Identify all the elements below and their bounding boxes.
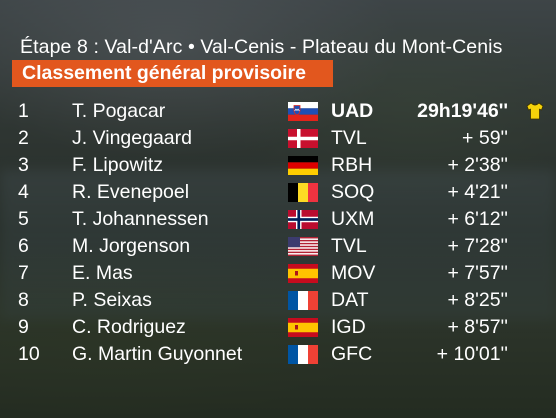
standings-row: 3 F. Lipowitz RBH + 2'38'' [0,151,556,178]
team-code: TVL [331,235,367,257]
rider-name: M. Jorgenson [72,235,191,257]
rider-name: E. Mas [72,262,133,284]
yellow-jersey-icon [525,101,545,121]
team-code: UAD [331,100,374,122]
usa-flag-icon [288,237,318,256]
stage-title: Étape 8 : Val-d'Arc • Val-Cenis - Platea… [20,36,503,58]
rider-name: G. Martin Guyonnet [72,343,243,365]
belgium-flag-icon [288,183,318,202]
rider-time: + 7'57'' [447,262,508,284]
rider-name: R. Evenepoel [72,181,190,203]
rider-name: T. Pogacar [72,100,166,122]
france-flag-icon [288,345,318,364]
team-code: GFC [331,343,373,365]
team-code: DAT [331,289,369,311]
rider-rank: 10 [18,343,40,365]
standings-subtitle: Classement général provisoire [22,62,306,84]
rider-rank: 5 [18,208,29,230]
germany-flag-icon [288,156,318,175]
standings-row: 2 J. Vingegaard TVL + 59'' [0,124,556,151]
rider-name: T. Johannessen [72,208,209,230]
denmark-flag-icon [288,129,318,148]
rider-rank: 9 [18,316,29,338]
standings-row: 7 E. Mas MOV + 7'57'' [0,259,556,286]
standings-row: 9 C. Rodriguez IGD + 8'57'' [0,313,556,340]
rider-time: + 8'57'' [447,316,508,338]
rider-time: + 10'01'' [436,343,508,365]
team-code: UXM [331,208,375,230]
rider-rank: 6 [18,235,29,257]
rider-rank: 8 [18,289,29,311]
standings-list: 1 T. Pogacar UAD 29h19'46'' 2 J. Vingega… [0,97,556,367]
rider-time: + 59'' [462,127,508,149]
team-code: MOV [331,262,376,284]
rider-time: + 4'21'' [447,181,508,203]
rider-name: F. Lipowitz [72,154,164,176]
rider-rank: 4 [18,181,29,203]
team-code: IGD [331,316,366,338]
rider-time: 29h19'46'' [417,100,508,122]
rider-time: + 2'38'' [447,154,508,176]
rider-name: C. Rodriguez [72,316,186,338]
standings-row: 1 T. Pogacar UAD 29h19'46'' [0,97,556,124]
rider-rank: 7 [18,262,29,284]
rider-time: + 7'28'' [447,235,508,257]
spain-flag-icon [288,318,318,337]
rider-time: + 8'25'' [447,289,508,311]
rider-rank: 1 [18,100,29,122]
standings-row: 6 M. Jorgenson TVL + 7'28'' [0,232,556,259]
rider-rank: 2 [18,127,29,149]
rider-rank: 3 [18,154,29,176]
rider-name: P. Seixas [72,289,152,311]
subtitle-banner [12,60,333,87]
team-code: TVL [331,127,367,149]
rider-time: + 6'12'' [447,208,508,230]
standings-row: 5 T. Johannessen UXM + 6'12'' [0,205,556,232]
team-code: RBH [331,154,373,176]
team-code: SOQ [331,181,375,203]
rider-name: J. Vingegaard [72,127,192,149]
standings-row: 8 P. Seixas DAT + 8'25'' [0,286,556,313]
spain-flag-icon [288,264,318,283]
standings-row: 10 G. Martin Guyonnet GFC + 10'01'' [0,340,556,367]
norway-flag-icon [288,210,318,229]
standings-row: 4 R. Evenepoel SOQ + 4'21'' [0,178,556,205]
slovenia-flag-icon [288,102,318,121]
france-flag-icon [288,291,318,310]
